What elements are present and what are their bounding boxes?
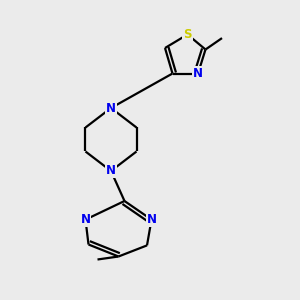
Text: S: S [183, 28, 192, 41]
Text: N: N [146, 213, 157, 226]
Text: N: N [106, 164, 116, 178]
Text: N: N [193, 67, 203, 80]
Text: N: N [106, 101, 116, 115]
Text: N: N [80, 213, 91, 226]
